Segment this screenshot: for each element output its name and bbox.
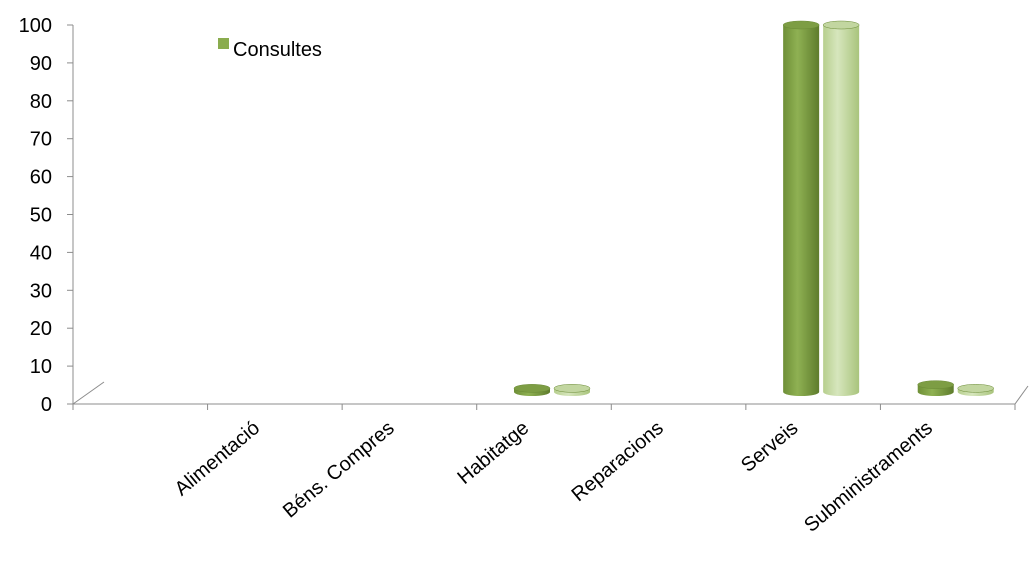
bars bbox=[513, 20, 994, 396]
bar bbox=[957, 384, 994, 396]
x-tick-label: Béns. Compres bbox=[279, 417, 399, 522]
y-tick-label: 100 bbox=[19, 15, 52, 37]
y-tick-label: 20 bbox=[30, 318, 52, 340]
x-tick-label: Habitatge bbox=[453, 417, 533, 489]
y-tick-label: 80 bbox=[30, 91, 52, 113]
y-tick-label: 50 bbox=[30, 205, 52, 227]
bar-top bbox=[782, 20, 820, 30]
x-tick-label: Reparacions bbox=[568, 417, 668, 506]
bar bbox=[917, 380, 954, 396]
bar bbox=[513, 384, 551, 396]
bar-top bbox=[917, 380, 954, 389]
y-tick-label: 30 bbox=[30, 280, 52, 302]
x-tick-label: Alimentació bbox=[171, 417, 264, 500]
x-axis: Alimentació Béns. Compres Habitatge Reparac… bbox=[72, 381, 1029, 537]
y-tick-label: 90 bbox=[30, 53, 52, 75]
floor-back-right bbox=[1014, 385, 1029, 405]
bar-top bbox=[553, 384, 591, 393]
y-tick-label: 40 bbox=[30, 242, 52, 264]
legend: Consultes bbox=[218, 38, 322, 61]
bar-body bbox=[783, 25, 820, 396]
bar-top bbox=[957, 384, 994, 393]
x-tick-label: Subministraments bbox=[800, 417, 937, 537]
bar-top bbox=[822, 20, 860, 30]
x-tick-label: Serveis bbox=[737, 417, 802, 477]
y-tick-label: 60 bbox=[30, 167, 52, 189]
bar bbox=[822, 20, 860, 396]
bar bbox=[553, 384, 591, 396]
bar bbox=[782, 20, 820, 396]
y-tick-label: 0 bbox=[41, 394, 52, 416]
floor-back-left bbox=[72, 381, 105, 405]
y-tick-label: 70 bbox=[30, 129, 52, 151]
legend-label: Consultes bbox=[233, 39, 322, 61]
y-tick-label: 10 bbox=[30, 356, 52, 378]
bar-body bbox=[823, 25, 860, 396]
legend-swatch bbox=[218, 38, 229, 49]
y-axis: 0 10 20 30 40 50 60 70 80 90 100 bbox=[19, 15, 74, 416]
bar-top bbox=[513, 384, 551, 393]
